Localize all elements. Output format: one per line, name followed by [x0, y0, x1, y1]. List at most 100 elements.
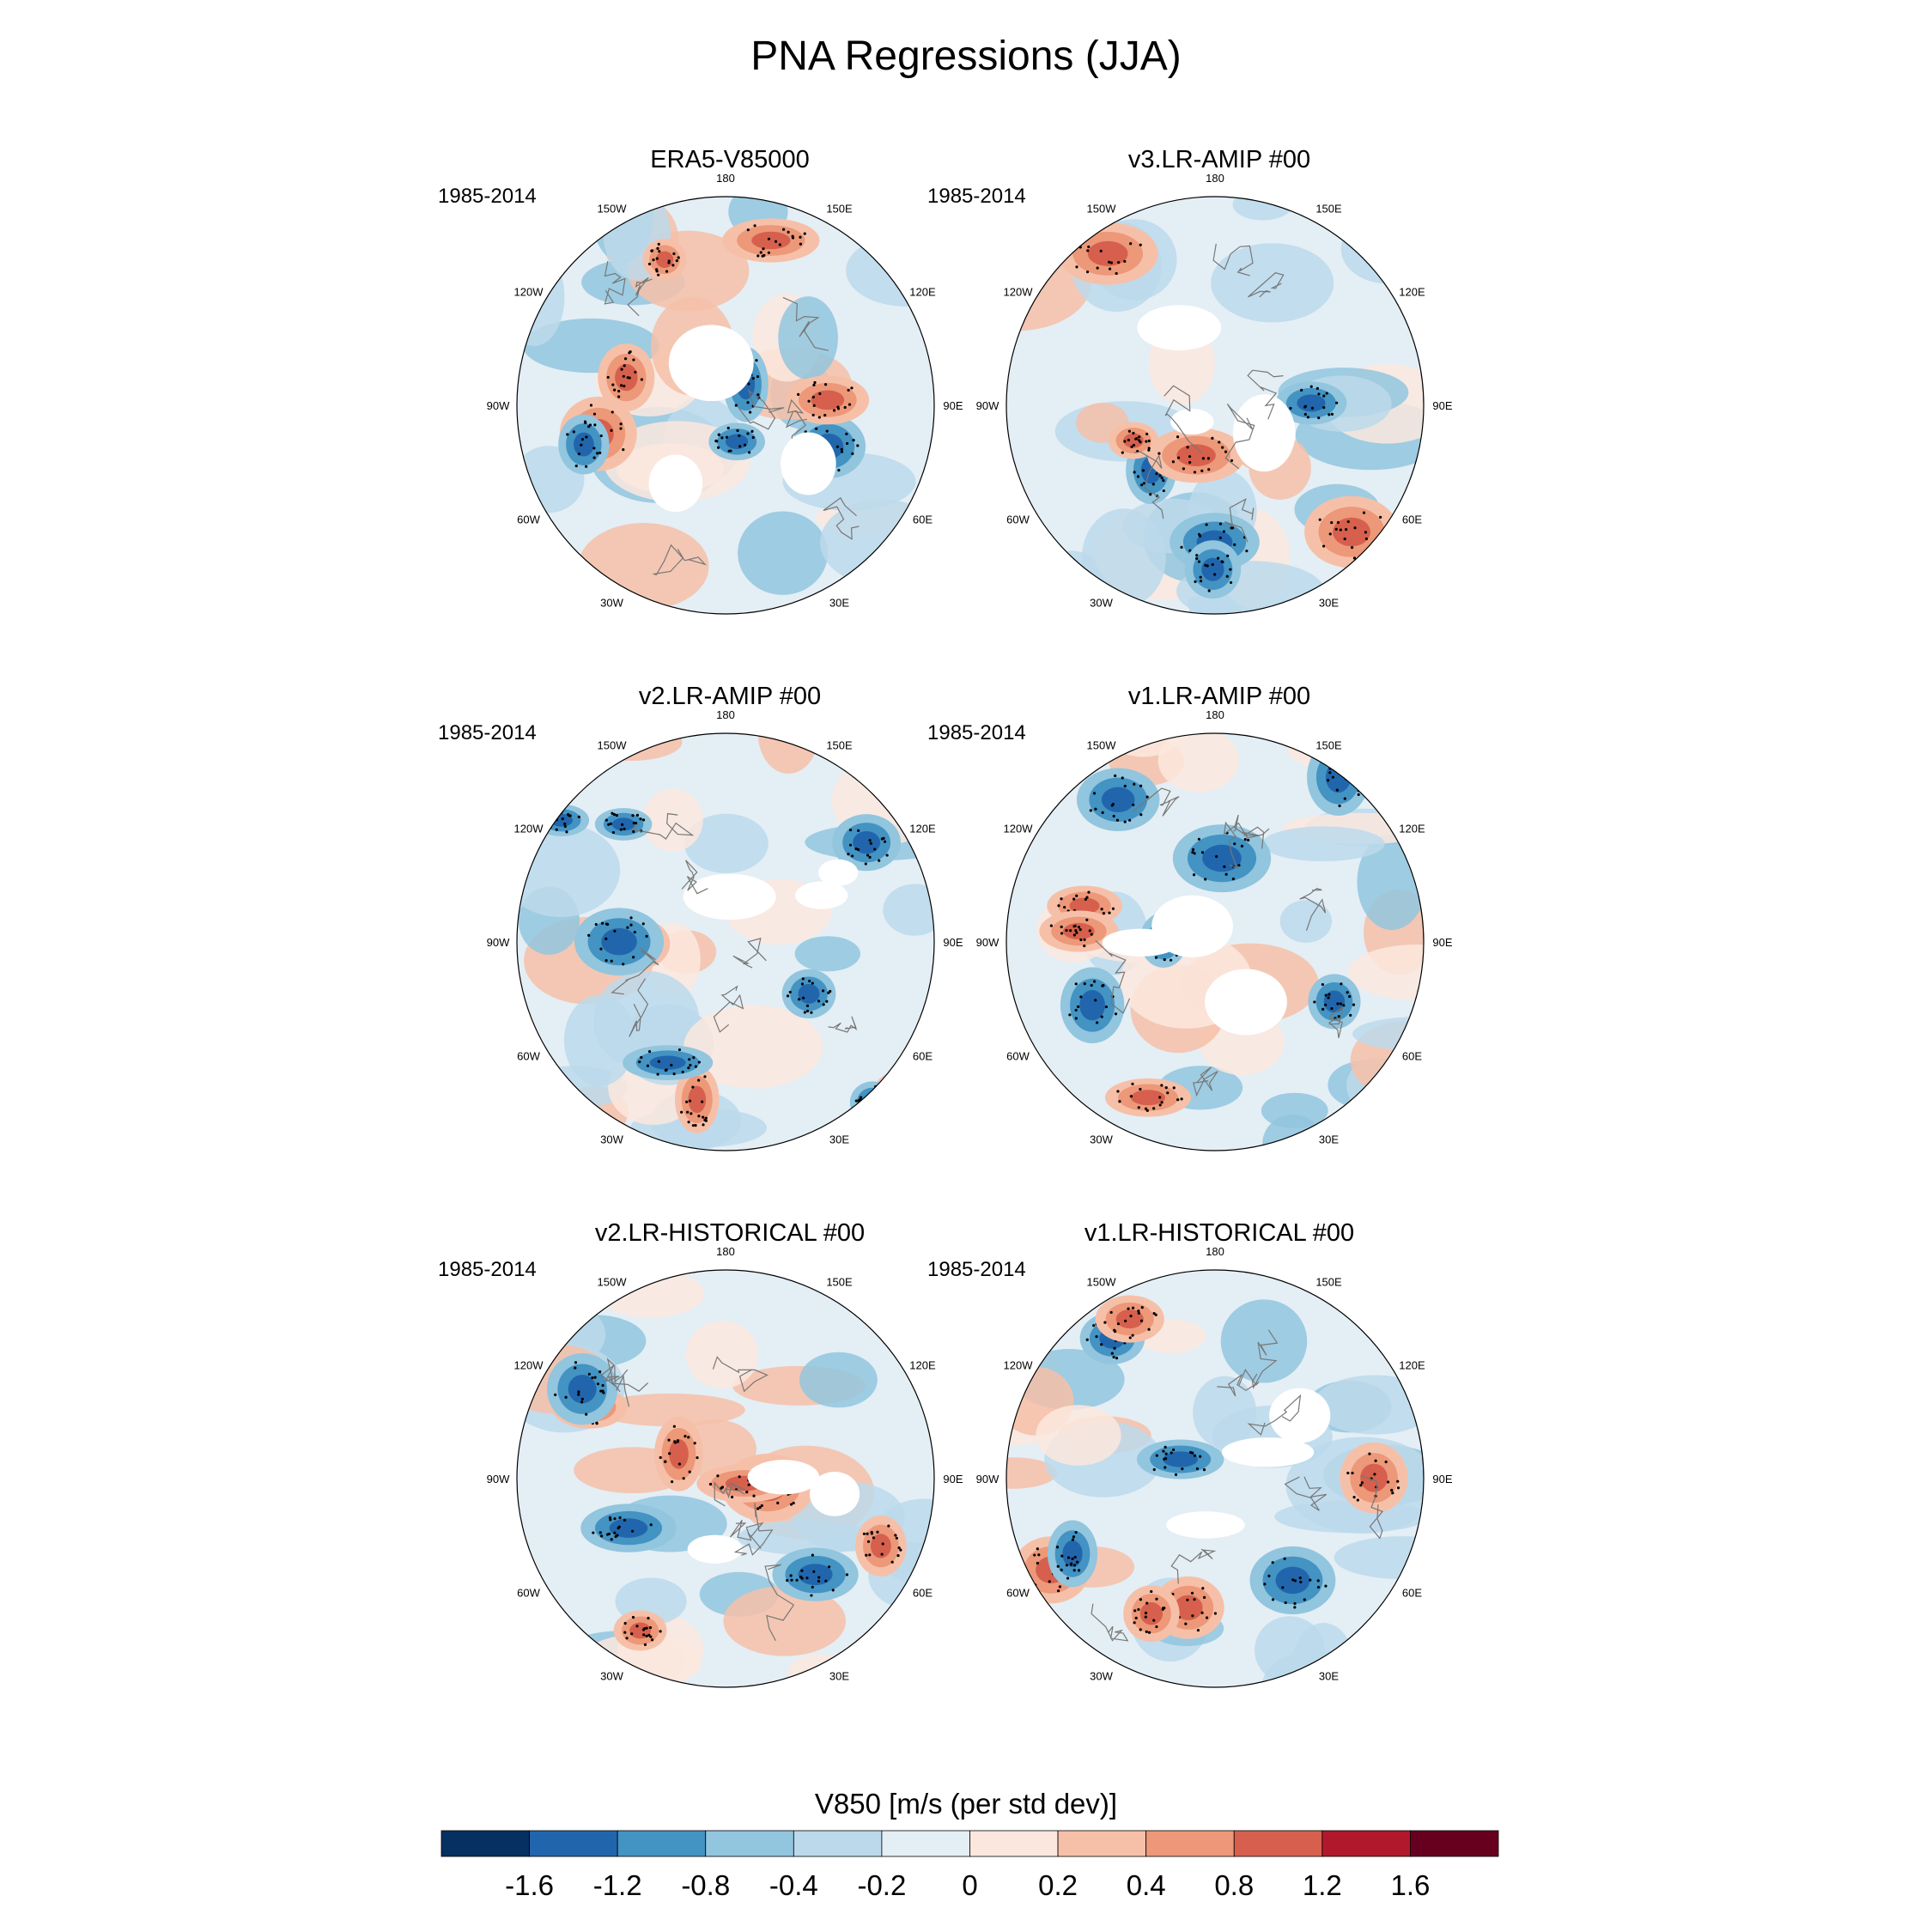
significance-dot	[1049, 924, 1053, 927]
significance-dot	[677, 1048, 682, 1052]
significance-dot	[1072, 933, 1076, 937]
significance-dot	[1213, 1612, 1218, 1615]
significance-dot	[1133, 782, 1136, 786]
panel-period: 1985-2014	[438, 185, 537, 208]
significance-dot	[888, 1098, 891, 1102]
missing-data-patch	[795, 881, 848, 909]
significance-dot	[572, 430, 575, 434]
significance-dot	[1139, 1087, 1142, 1091]
significance-dot	[720, 1486, 723, 1490]
significance-dot	[1390, 1488, 1394, 1492]
significance-dot	[1343, 797, 1346, 800]
polar-map: 180150E120E90E60E30E030W60W90W120W150W	[976, 708, 1453, 1151]
field-blob	[594, 1393, 745, 1427]
longitude-label: 120W	[1004, 286, 1034, 299]
coastline	[712, 1356, 769, 1393]
significance-dot	[703, 1118, 707, 1121]
coastline	[630, 812, 695, 840]
significance-dot	[1096, 1021, 1099, 1024]
coastline	[729, 1520, 764, 1549]
significance-dot	[821, 989, 825, 993]
significance-dot	[631, 1615, 635, 1619]
significance-dot	[872, 1112, 876, 1116]
significance-dot	[881, 1542, 884, 1546]
significance-dot	[1060, 1568, 1063, 1571]
significance-dot	[812, 383, 816, 386]
significance-dot	[1079, 938, 1083, 942]
longitude-label: 30E	[829, 1669, 849, 1682]
significance-dot	[619, 422, 623, 426]
significance-dot	[657, 242, 660, 246]
significance-dot	[848, 828, 853, 832]
significance-dot	[1137, 1311, 1140, 1315]
significance-dot	[1092, 1324, 1096, 1327]
significance-dot	[588, 423, 592, 427]
significance-dot	[812, 1570, 816, 1573]
significance-dot	[1085, 896, 1089, 899]
significance-dot	[1131, 1334, 1134, 1337]
significance-dot	[1141, 469, 1145, 472]
field-blob	[1220, 1299, 1308, 1383]
coastline	[1247, 1394, 1302, 1436]
significance-dot	[1281, 1586, 1285, 1589]
significance-dot	[577, 452, 581, 456]
significance-dot	[817, 1579, 821, 1583]
significance-dot	[1063, 905, 1066, 909]
significance-dot	[647, 1049, 652, 1054]
significance-dot	[665, 1068, 668, 1072]
anomaly-core	[574, 432, 594, 457]
significance-dot	[1092, 792, 1097, 795]
coastline	[1091, 1603, 1129, 1642]
significance-dot	[1072, 1569, 1076, 1572]
significance-dot	[1391, 1492, 1394, 1495]
significance-dot	[856, 444, 860, 447]
significance-dot	[1298, 1577, 1302, 1580]
significance-dot	[738, 434, 741, 437]
colorbar-swatch	[1233, 1830, 1323, 1857]
significance-dot	[673, 1441, 677, 1444]
colorbar-swatch	[529, 1830, 618, 1857]
longitude-label: 60W	[1006, 1587, 1030, 1600]
significance-dot	[878, 859, 881, 862]
significance-dot	[1145, 440, 1148, 443]
significance-dot	[1338, 804, 1341, 808]
significance-dot	[621, 823, 624, 826]
significance-dot	[697, 1078, 701, 1082]
significance-dot	[867, 1100, 871, 1103]
field-blob	[685, 1321, 759, 1389]
significance-dot	[1284, 1601, 1287, 1605]
significance-dot	[598, 1370, 602, 1374]
missing-data-patch	[668, 325, 754, 402]
field-blob	[794, 936, 860, 972]
significance-dot	[620, 368, 623, 371]
significance-dot	[1317, 416, 1321, 420]
significance-dot	[1322, 406, 1326, 410]
significance-dot	[1291, 1578, 1295, 1582]
longitude-label: 180	[716, 708, 735, 721]
significance-dot	[640, 378, 644, 381]
field-blob	[1006, 235, 1091, 331]
significance-dot	[1335, 401, 1339, 404]
significance-dot	[677, 256, 680, 259]
significance-dot	[1188, 1450, 1193, 1455]
significance-dot	[1090, 983, 1093, 987]
significance-dot	[753, 224, 756, 228]
significance-dot	[1099, 249, 1103, 252]
significance-dot	[752, 1494, 756, 1498]
significance-dot	[1108, 911, 1111, 914]
significance-dot	[622, 963, 625, 966]
map-boundary	[516, 196, 935, 615]
significance-dot	[811, 413, 815, 417]
significance-dot	[647, 262, 652, 266]
significance-dot	[645, 1634, 648, 1637]
significance-dot	[1182, 467, 1186, 471]
significance-dot	[633, 930, 636, 934]
anomaly-core	[1174, 1595, 1203, 1620]
coastline	[1170, 1548, 1217, 1584]
significance-dot	[1074, 1008, 1078, 1012]
anomaly-core	[1176, 444, 1216, 467]
anomaly-core	[601, 927, 637, 956]
coastline	[1133, 451, 1164, 519]
significance-dot	[670, 1479, 674, 1484]
significance-dot	[1095, 1334, 1098, 1339]
